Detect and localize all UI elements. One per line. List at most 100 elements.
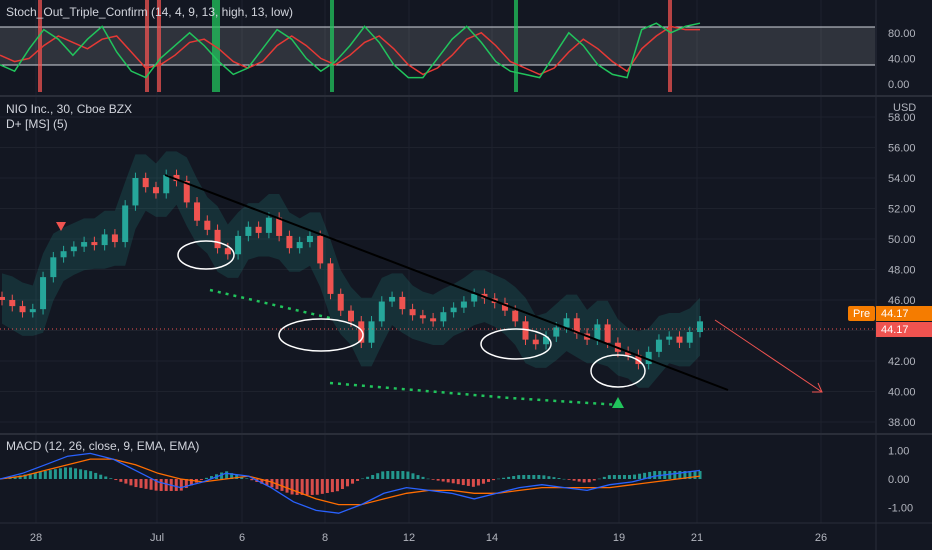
currency-label: USD bbox=[893, 102, 916, 114]
macd-hist-bar bbox=[124, 479, 128, 484]
macd-pane[interactable]: MACD (12, 26, close, 9, EMA, EMA) bbox=[0, 439, 702, 514]
macd-hist-bar bbox=[562, 478, 566, 480]
price-axis-tick: 46.00 bbox=[888, 295, 916, 307]
last-price-tag: 44.17 bbox=[876, 322, 932, 337]
time-axis[interactable]: 28 Jul 6 8 12 14 19 21 26 bbox=[30, 532, 827, 544]
stoch-axis-tick: 40.00 bbox=[888, 53, 916, 65]
candle-body bbox=[173, 174, 180, 182]
stoch-signal-bar bbox=[330, 0, 334, 92]
macd-hist-bar bbox=[204, 477, 208, 479]
macd-hist-bar bbox=[33, 472, 37, 479]
macd-line bbox=[0, 452, 701, 514]
macd-hist-bar bbox=[552, 477, 556, 479]
candle-body bbox=[430, 318, 437, 322]
candle-body bbox=[440, 312, 447, 322]
bottom-circle-4 bbox=[590, 354, 646, 388]
candle-body bbox=[604, 324, 611, 343]
candle-body bbox=[553, 327, 560, 337]
macd-hist-bar bbox=[577, 479, 581, 482]
time-axis-tick: 8 bbox=[322, 532, 328, 544]
candle-body bbox=[543, 336, 550, 345]
macd-hist-bar bbox=[74, 468, 78, 479]
bottom-circle-3 bbox=[480, 328, 552, 360]
macd-hist-bar bbox=[38, 471, 42, 479]
stoch-price-axis[interactable]: 80.00 40.00 0.00 bbox=[888, 28, 916, 91]
macd-price-axis[interactable]: 1.00 0.00 -1.00 bbox=[888, 446, 913, 515]
macd-hist-bar bbox=[134, 479, 138, 488]
candle-body bbox=[91, 242, 98, 246]
macd-hist-bar bbox=[295, 479, 299, 495]
macd-hist-bar bbox=[265, 479, 269, 486]
macd-hist-bar bbox=[537, 475, 541, 479]
macd-hist-bar bbox=[476, 479, 480, 486]
pre-price-tag: Pre 44.17 bbox=[848, 306, 932, 321]
candle-body bbox=[348, 310, 354, 322]
stoch-signal-bar bbox=[514, 0, 518, 92]
candle-body bbox=[645, 351, 652, 365]
candle-body bbox=[276, 217, 283, 236]
macd-hist-bar bbox=[335, 479, 339, 492]
macd-hist-bar bbox=[235, 474, 239, 479]
stoch-d-line bbox=[0, 25, 700, 76]
macd-hist-bar bbox=[280, 479, 284, 491]
macd-hist-bar bbox=[220, 472, 224, 479]
macd-hist-bar bbox=[58, 468, 62, 479]
candle-body bbox=[235, 235, 242, 255]
buy-signal-marker bbox=[612, 397, 624, 408]
last-price-value: 44.17 bbox=[881, 324, 909, 336]
price-axis-tick: 42.00 bbox=[888, 356, 916, 368]
macd-hist-bar bbox=[320, 479, 324, 494]
macd-hist-bar bbox=[502, 477, 506, 479]
candle-body bbox=[512, 310, 519, 322]
downtrend-line bbox=[164, 174, 729, 391]
pre-tag-value: 44.17 bbox=[881, 308, 909, 320]
macd-hist-bar bbox=[486, 479, 490, 482]
macd-hist-bar bbox=[139, 479, 143, 488]
candle-body bbox=[450, 307, 457, 313]
stoch-k-line bbox=[0, 22, 701, 79]
price-pane[interactable]: NIO Inc., 30, Cboe BZX D+ [MS] (5) bbox=[0, 102, 875, 408]
price-title: NIO Inc., 30, Cboe BZX bbox=[6, 102, 132, 116]
candle-body bbox=[697, 321, 703, 333]
macd-hist-bar bbox=[587, 479, 591, 483]
macd-hist-bar bbox=[371, 474, 375, 479]
candle-body bbox=[111, 234, 118, 243]
last-price-bg bbox=[876, 322, 932, 337]
time-axis-tick: 14 bbox=[486, 532, 498, 544]
stoch-title: Stoch_Out_Triple_Confirm (14, 4, 9, 13, … bbox=[6, 5, 293, 19]
macd-hist-bar bbox=[653, 471, 657, 479]
candle-body bbox=[0, 296, 5, 300]
macd-axis-tick: 1.00 bbox=[888, 446, 909, 458]
macd-hist-bar bbox=[401, 471, 405, 479]
macd-hist-bar bbox=[361, 478, 365, 480]
macd-hist-bar bbox=[23, 474, 27, 479]
macd-hist-bar bbox=[597, 478, 601, 480]
price-axis[interactable]: 58.0056.0054.0052.0050.0048.0046.0044.00… bbox=[888, 112, 916, 429]
bottom-circle-2 bbox=[278, 318, 364, 352]
candle-body bbox=[142, 178, 149, 188]
candle-body bbox=[163, 174, 170, 194]
macd-hist-bar bbox=[199, 479, 203, 480]
macd-hist-bar bbox=[602, 476, 606, 479]
macd-hist-bar bbox=[592, 479, 596, 481]
stoch-signal-bar bbox=[145, 0, 149, 92]
candle-body bbox=[122, 205, 129, 243]
candle-body bbox=[655, 339, 662, 352]
macd-hist-bar bbox=[114, 479, 118, 481]
candle-body bbox=[522, 321, 529, 340]
macd-hist-bar bbox=[144, 479, 148, 489]
macd-hist-bar bbox=[351, 479, 355, 484]
macd-hist-bar bbox=[94, 472, 98, 479]
macd-hist-bar bbox=[245, 478, 249, 479]
candle-body bbox=[19, 306, 26, 313]
macd-hist-bar bbox=[683, 471, 687, 479]
stochastic-pane[interactable]: Stoch_Out_Triple_Confirm (14, 4, 9, 13, … bbox=[0, 0, 875, 92]
candle-body bbox=[337, 293, 344, 311]
macd-hist-bar bbox=[441, 479, 445, 482]
macd-hist-bar bbox=[527, 475, 531, 479]
macd-hist-bar bbox=[431, 479, 435, 480]
price-axis-tick: 54.00 bbox=[888, 173, 916, 185]
projection-arrow-head bbox=[812, 382, 823, 393]
